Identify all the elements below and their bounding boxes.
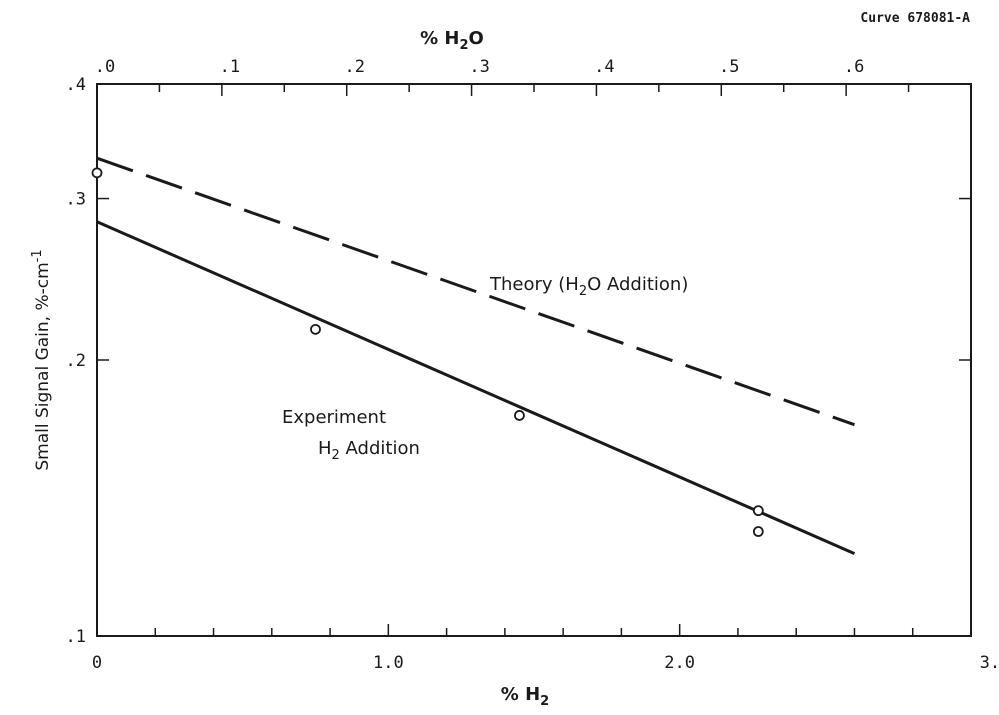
top-tick-label: .2: [344, 57, 364, 77]
top-tick-label: .1: [220, 57, 240, 77]
experiment-line: [96, 220, 856, 555]
y-tick-label: .1: [66, 627, 86, 647]
top-tick-label: .3: [469, 57, 489, 77]
y-tick-label: .4: [66, 75, 86, 95]
experiment-label: Experiment: [282, 407, 386, 428]
data-point: [514, 410, 525, 421]
data-point: [310, 323, 321, 335]
bottom-tick-label: 1.0: [373, 653, 404, 673]
theory-label: Theory (H2O Addition): [489, 274, 688, 299]
corner-label: Curve 678081-A: [860, 11, 970, 26]
data-point-intercept: [91, 167, 103, 179]
plot-frame: [96, 83, 972, 637]
theory-line: [96, 156, 855, 427]
y-tick-label: .3: [66, 190, 86, 210]
bottom-axis-title: % H2: [501, 684, 549, 709]
h2-addition-label: H2 Addition: [318, 438, 420, 463]
bottom-tick-label: 3.0: [980, 653, 999, 673]
top-tick-label: .5: [719, 57, 739, 77]
data-point: [752, 505, 764, 517]
top-tick-label: .4: [594, 57, 614, 77]
y-axis-title: Small Signal Gain, %-cm-1: [30, 249, 53, 470]
data-point: [752, 526, 764, 537]
top-tick-label: .0: [95, 57, 115, 77]
y-tick-label: .2: [66, 351, 86, 371]
series-lines: [96, 156, 856, 555]
top-axis-title: % H2O: [420, 28, 484, 53]
bottom-tick-label: 0: [92, 653, 102, 673]
top-tick-label: .6: [844, 57, 864, 77]
axis-ticks: [96, 83, 972, 637]
tick-labels: 0 1.0 2.0 3.0 .0 .1 .2 .3 .4 .5 .6 .1 .2 .3 .4: [66, 57, 999, 673]
bottom-tick-label: 2.0: [664, 653, 695, 673]
data-points: [91, 167, 764, 537]
